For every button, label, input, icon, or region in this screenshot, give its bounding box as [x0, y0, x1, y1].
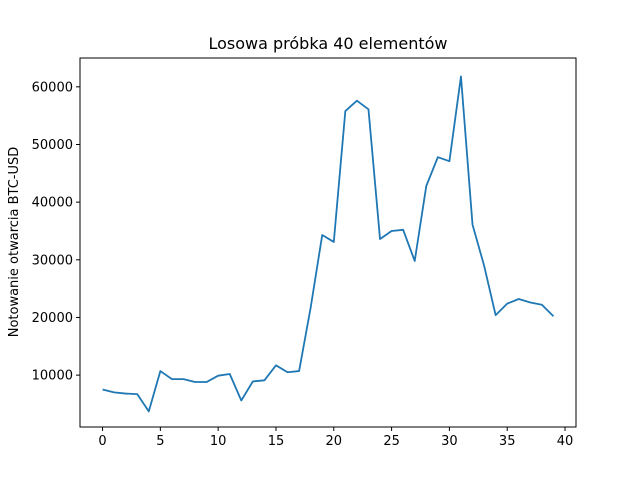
x-tick-label: 5 — [156, 434, 164, 449]
y-tick-label: 60000 — [32, 80, 73, 95]
x-tick-label: 20 — [326, 434, 343, 449]
x-tick-label: 25 — [383, 434, 400, 449]
y-tick-label: 30000 — [32, 253, 73, 268]
y-tick-label: 20000 — [32, 311, 73, 326]
y-tick-label: 10000 — [32, 369, 73, 384]
x-tick-label: 40 — [557, 434, 574, 449]
plot-area: 0 5 10 15 20 25 30 35 40 10000 20000 30000 40000 5000… — [32, 75, 574, 449]
x-tick-label: 15 — [268, 434, 285, 449]
x-tick-label: 0 — [98, 434, 106, 449]
y-axis-label: Notowanie otwarcia BTC-USD — [7, 147, 22, 338]
plot-frame — [79, 57, 577, 428]
chart-title: Losowa próbka 40 elementów — [208, 34, 447, 53]
x-tick-label: 30 — [441, 434, 458, 449]
y-tick-label: 40000 — [32, 196, 73, 211]
x-tick-label: 35 — [499, 434, 516, 449]
x-tick-label: 10 — [210, 434, 227, 449]
series-line — [102, 75, 555, 413]
y-tick-label: 50000 — [32, 138, 73, 153]
